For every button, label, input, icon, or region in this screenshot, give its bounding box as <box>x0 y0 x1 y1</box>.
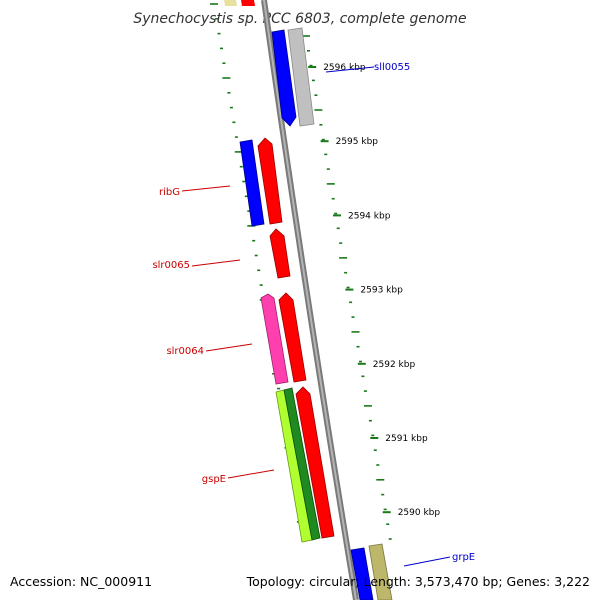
scale-label-2595: 2595 kbp <box>336 137 379 147</box>
scale-label-2591: 2591 kbp <box>385 434 428 444</box>
gene-block-grpE-blue[interactable] <box>350 547 374 600</box>
genome-backbone-highlight <box>263 0 357 600</box>
scale-label-2590: 2590 kbp <box>398 508 441 518</box>
gene-block-slr0064-magenta[interactable] <box>260 293 289 385</box>
gene-label-slr0064[interactable]: slr0064 <box>166 346 204 357</box>
gene-block-sll0055-blue[interactable] <box>271 29 297 127</box>
gene-block-top-red[interactable] <box>241 0 255 6</box>
gene-label-grpE[interactable]: grpE <box>452 552 475 563</box>
gene-label-sll0055[interactable]: sll0055 <box>374 62 410 73</box>
gene-label-slr0065[interactable]: slr0065 <box>152 260 190 271</box>
gene-block-gspE-red[interactable] <box>295 386 335 539</box>
leader-line-slr0064 <box>205 343 253 352</box>
gene-block-ribG-blue[interactable] <box>239 139 265 227</box>
scale-label-2593: 2593 kbp <box>360 286 403 296</box>
gene-labels: sll0055 grpE ribG slr0065 slr0064 gspE <box>152 62 475 567</box>
leader-line-sll0055 <box>325 66 375 73</box>
outer-tick-marks <box>302 35 392 540</box>
scale-label-2594: 2594 kbp <box>348 211 391 221</box>
scale-label-2596: 2596 kbp <box>323 63 366 73</box>
gene-block-ribG-red[interactable] <box>257 137 283 225</box>
scale-label-2592: 2592 kbp <box>373 360 416 370</box>
topology-summary-text: Topology: circular; Length: 3,573,470 bp… <box>246 574 590 589</box>
leader-line-slr0065 <box>191 259 241 267</box>
leader-line-ribG <box>181 185 231 192</box>
gene-block-top-yellow[interactable] <box>224 0 237 6</box>
accession-text: Accession: NC_000911 <box>10 574 152 589</box>
gene-block-grpE-khaki[interactable] <box>368 543 393 600</box>
leader-line-gspE <box>227 469 275 479</box>
leader-line-grpE <box>403 556 451 567</box>
gene-label-gspE[interactable]: gspE <box>202 474 226 485</box>
gene-block-slr0065[interactable] <box>269 228 291 279</box>
gene-block-gspE-green[interactable] <box>283 387 321 541</box>
scale-labels: 2596 kbp 2595 kbp 2594 kbp 2593 kbp 2592 kbp… <box>308 63 440 518</box>
gene-block-sll0055-grey[interactable] <box>287 27 315 127</box>
gene-block-slr0064-red[interactable] <box>278 292 307 383</box>
map-title: Synechocystis sp. PCC 6803, complete gen… <box>133 11 466 27</box>
gene-label-ribG[interactable]: ribG <box>159 187 180 198</box>
gene-blocks <box>224 0 393 600</box>
